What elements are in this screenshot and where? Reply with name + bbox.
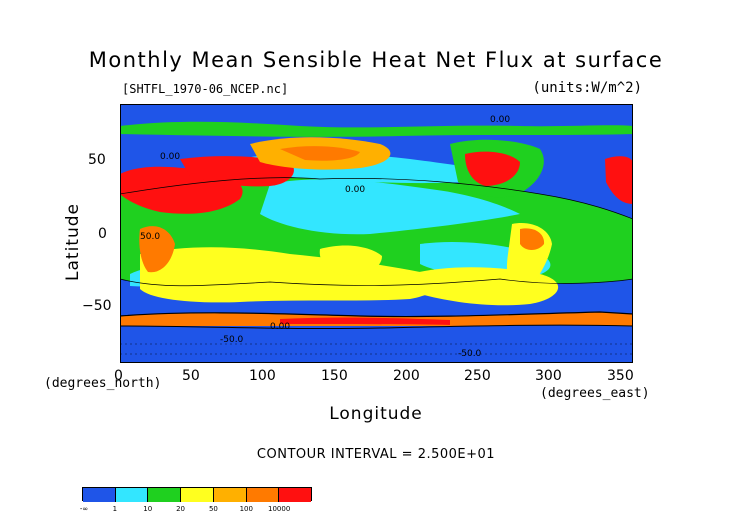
x-tick-100: 100 [249,368,276,384]
colorbar-swatch [279,488,312,502]
colorbar-label: 10 [143,505,153,513]
colorbar-label: 50 [208,505,218,513]
colorbar-swatch [148,488,182,502]
contour-label: -50.0 [220,335,244,345]
y-tick-0: 0 [98,226,107,242]
colorbar-label: 20 [176,505,186,513]
units-label: (units:W/m^2) [532,80,642,96]
x-tick-250: 250 [464,368,491,384]
colorbar-swatch [115,488,149,502]
colorbar-label: 10000 [268,505,291,513]
contour-label: 0.00 [490,115,510,125]
contour-label: -50.0 [458,349,482,359]
x-axis-label: Longitude [329,404,423,424]
file-label: [SHTFL_1970-06_NCEP.nc] [122,82,289,96]
contour-label: 0.00 [270,322,290,332]
colorbar [82,487,312,502]
colorbar-swatch [181,488,214,502]
x-tick-200: 200 [393,368,420,384]
colorbar-label: 100 [239,505,253,513]
colorbar-swatch [246,488,280,502]
flux-map: 0.00 0.00 0.00 0.00 50.0 -50.0 -50.0 [120,104,633,363]
y-tick-minus50: −50 [82,298,112,314]
x-axis-unit: (degrees_east) [540,386,650,401]
colorbar-swatch [83,488,116,502]
x-tick-50: 50 [182,368,200,384]
contour-label: 0.00 [345,185,365,195]
colorbar-label: -∞ [79,505,89,513]
y-axis-label: Latitude [63,203,83,281]
x-tick-350: 350 [607,368,634,384]
x-tick-150: 150 [321,368,348,384]
y-tick-50: 50 [88,152,106,168]
y-axis-unit: (degrees_north) [44,376,162,391]
x-tick-0: 0 [114,368,123,384]
contour-label: 50.0 [140,232,160,242]
x-tick-300: 300 [535,368,562,384]
map-title: Monthly Mean Sensible Heat Net Flux at s… [88,48,664,72]
colorbar-label: 1 [112,505,118,513]
contour-interval: CONTOUR INTERVAL = 2.500E+01 [256,447,496,462]
contour-label: 0.00 [160,152,180,162]
colorbar-swatch [213,488,247,502]
